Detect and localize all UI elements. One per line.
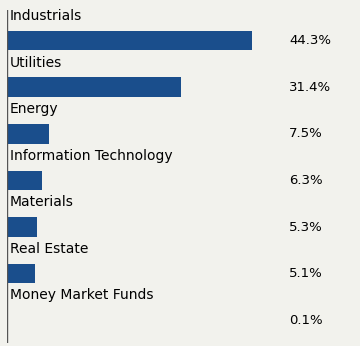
Text: 6.3%: 6.3%: [289, 174, 323, 187]
Text: Utilities: Utilities: [10, 56, 62, 70]
Bar: [7, 310, 8, 330]
Bar: [7, 171, 42, 190]
Text: 44.3%: 44.3%: [289, 34, 331, 47]
Text: 5.3%: 5.3%: [289, 220, 323, 234]
Bar: [7, 264, 35, 283]
Text: 5.1%: 5.1%: [289, 267, 323, 280]
Text: Money Market Funds: Money Market Funds: [10, 289, 153, 302]
Bar: [7, 78, 181, 97]
Text: 7.5%: 7.5%: [289, 127, 323, 140]
Text: Energy: Energy: [10, 102, 59, 116]
Text: 0.1%: 0.1%: [289, 314, 323, 327]
Text: Information Technology: Information Technology: [10, 149, 172, 163]
Text: Materials: Materials: [10, 195, 74, 209]
Bar: [7, 217, 36, 237]
Text: Industrials: Industrials: [10, 9, 82, 23]
Bar: [7, 31, 252, 51]
Text: Real Estate: Real Estate: [10, 242, 88, 256]
Bar: [7, 124, 49, 144]
Text: 31.4%: 31.4%: [289, 81, 331, 94]
